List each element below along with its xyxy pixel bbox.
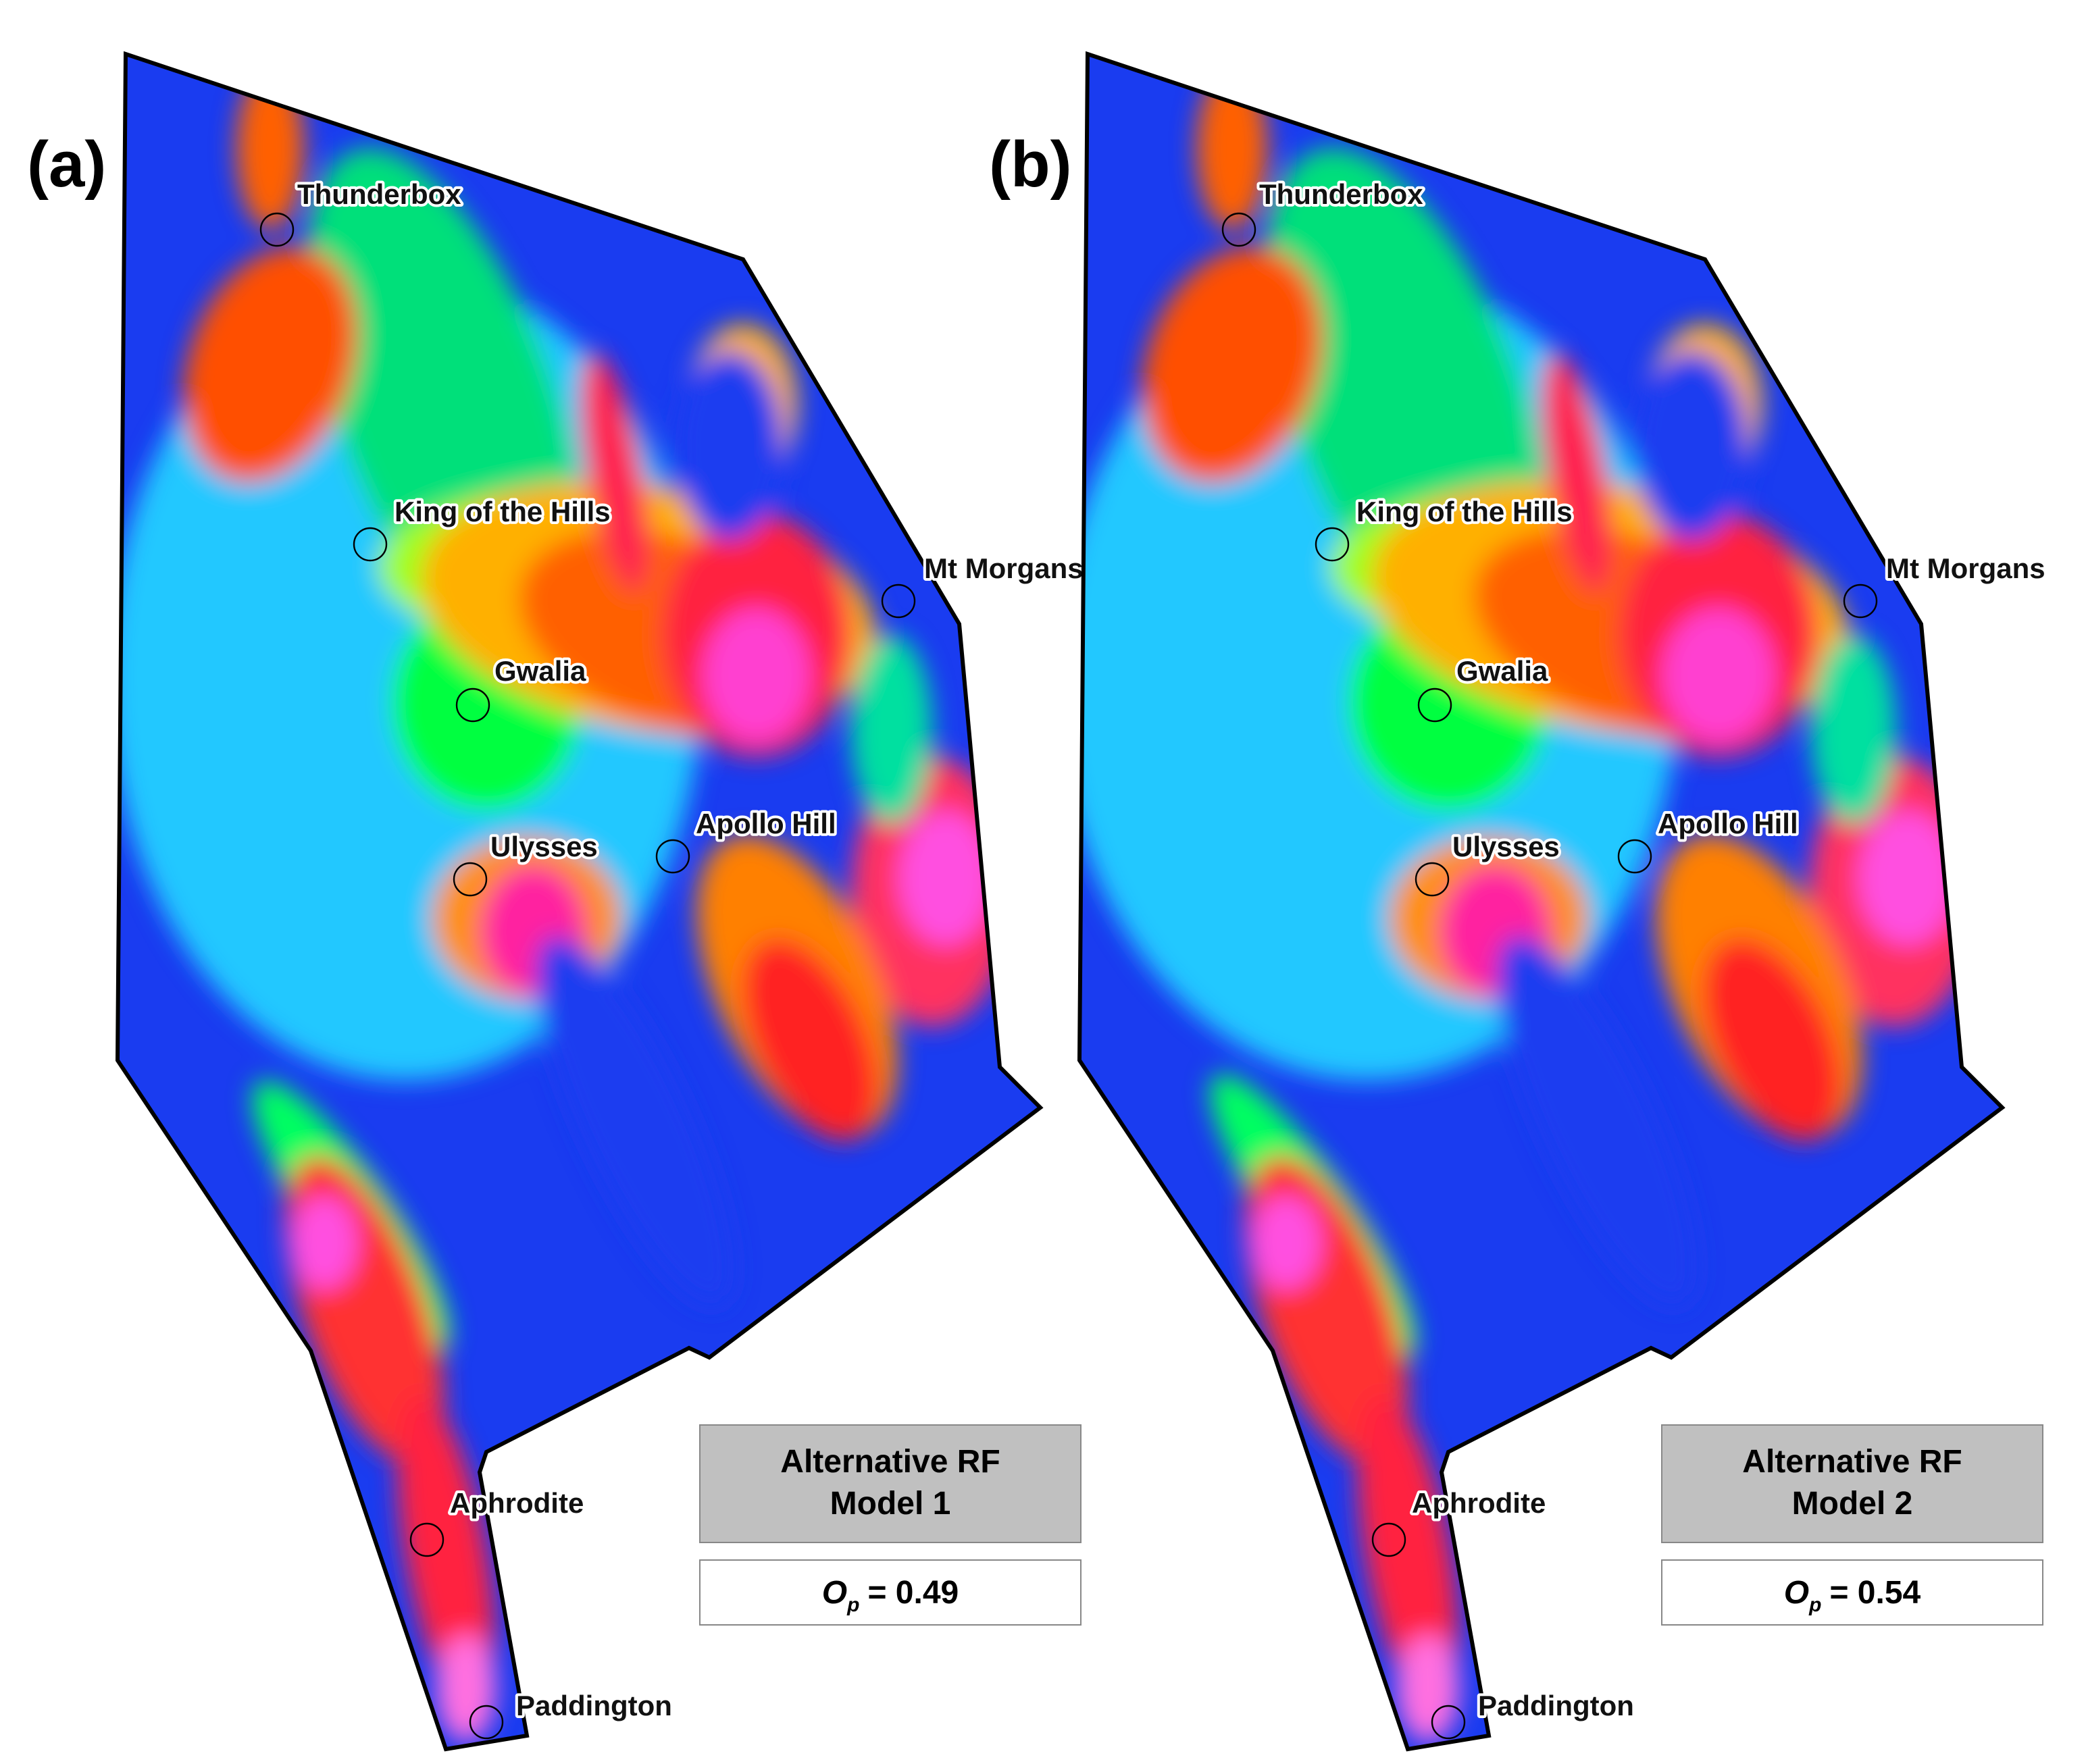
metric-box [699,1559,1082,1626]
blobs [1079,68,1979,1742]
deposit-circle [1415,862,1450,897]
deposit-circle [881,583,916,619]
deposit-circle [1315,527,1350,562]
heat-blob [397,1393,495,1713]
heat-blob [898,810,993,945]
place-name: Aphrodite [1412,1487,1546,1519]
map-panel: (b) Thunderbox King of the Hills Mt Morgans… [989,51,2048,1752]
deposit-circle [1221,212,1256,247]
blobs [118,68,1013,1742]
heat-blob [1250,1195,1322,1290]
metric-box [1661,1559,2043,1626]
heat-blob [851,635,932,824]
place-name: Mt Morgans [1886,552,2045,584]
place-name: Apollo Hill [1658,808,1798,839]
place-name: Apollo Hill [696,808,836,839]
heat-blob [1542,353,1612,593]
heat-blob [1811,635,1896,824]
model-title: Alternative RF [1742,1444,1962,1480]
deposit-circle [455,688,490,723]
heat-blob [703,608,811,743]
heat-blob [743,939,878,1141]
panel-label: (a) [27,128,106,201]
place-name: Thunderbox [1259,178,1423,210]
place-name: Aphrodite [450,1487,584,1519]
model-title: Model 1 [830,1486,951,1522]
place-name: Thunderbox [297,178,461,210]
heat-blob [676,351,784,540]
deposit-circle [655,839,690,874]
heat-blob [1704,939,1841,1141]
metric: Op = 0.49 [822,1575,959,1616]
deposit-circle [1371,1522,1406,1557]
heat-blob [1497,935,1697,1307]
heat-blob [1357,1393,1458,1713]
deposit-circle [353,527,388,562]
place-name: Gwalia [1456,655,1548,687]
model-title-box [699,1424,1082,1543]
heat-blob [183,247,357,483]
place-name: King of the Hills [395,496,611,527]
panel-label: (b) [989,128,1072,201]
model-title-box [1661,1424,2043,1543]
heat-blob [1635,351,1748,540]
deposit-circle [259,212,295,247]
metric-value: = 0.54 [1829,1575,1920,1611]
place-name: Ulysses [1452,831,1560,862]
place-name: Mt Morgans [924,552,1084,584]
map-panel: (a) Thunderbox King of the Hills Mt Morgans… [27,51,1084,1752]
heat-blob [580,353,649,593]
heat-blob [436,1634,496,1742]
study-area-outline [1077,51,2006,1752]
metric-subscript: p [1808,1594,1821,1616]
place-name: Gwalia [494,655,586,687]
metric-subscript: p [846,1594,859,1616]
place-name: Paddington [1478,1690,1634,1721]
deposit-circle [453,862,488,897]
study-area-outline [115,51,1044,1752]
heat-blob [536,936,734,1306]
place-name: King of the Hills [1356,496,1573,527]
deposit-circle [1843,583,1878,619]
heat-blob [1142,247,1323,483]
deposit-circle [1617,839,1652,874]
metric-symbol: O [822,1575,847,1611]
deposit-circle [1417,688,1452,723]
model-title: Alternative RF [780,1444,1000,1480]
metric-symbol: O [1784,1575,1809,1611]
deposit-circle [1431,1705,1466,1740]
deposit-circle [409,1522,444,1557]
metric: Op = 0.54 [1784,1575,1921,1616]
heat-blob [1858,810,1958,945]
heat-blob [1396,1634,1460,1742]
metric-value: = 0.49 [867,1575,959,1611]
heat-blob [1662,608,1775,743]
heat-blob [236,68,304,230]
place-name: Ulysses [490,831,598,862]
heat-blob [290,1195,358,1290]
model-title: Model 2 [1792,1486,1913,1522]
place-name: Paddington [516,1690,672,1721]
deposit-circle [469,1705,504,1740]
